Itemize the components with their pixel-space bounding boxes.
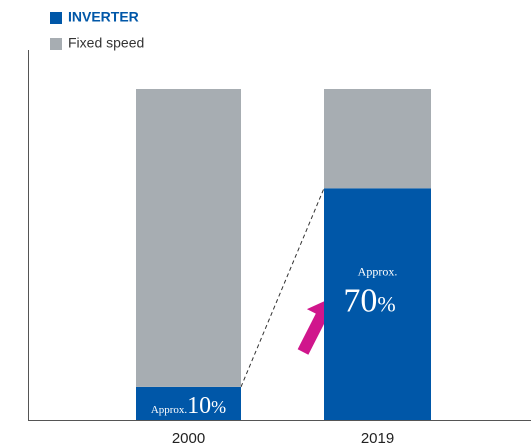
legend: INVERTER Fixed speed: [50, 9, 144, 51]
x-tick-label: 2019: [361, 430, 394, 446]
value-label: Approx.10%: [151, 393, 226, 419]
legend-swatch: [50, 38, 62, 50]
legend-label: Fixed speed: [68, 35, 144, 51]
legend-label: INVERTER: [68, 9, 139, 25]
bar-segment: [324, 89, 431, 189]
connector-line: [240, 188, 325, 388]
x-tick-label: 2000: [172, 430, 205, 446]
bar-segment: [136, 386, 241, 420]
bar-segment: [324, 188, 431, 420]
value-label: Approx. 70%: [343, 264, 397, 319]
legend-swatch: [50, 12, 62, 24]
bar-segment: [136, 89, 241, 387]
